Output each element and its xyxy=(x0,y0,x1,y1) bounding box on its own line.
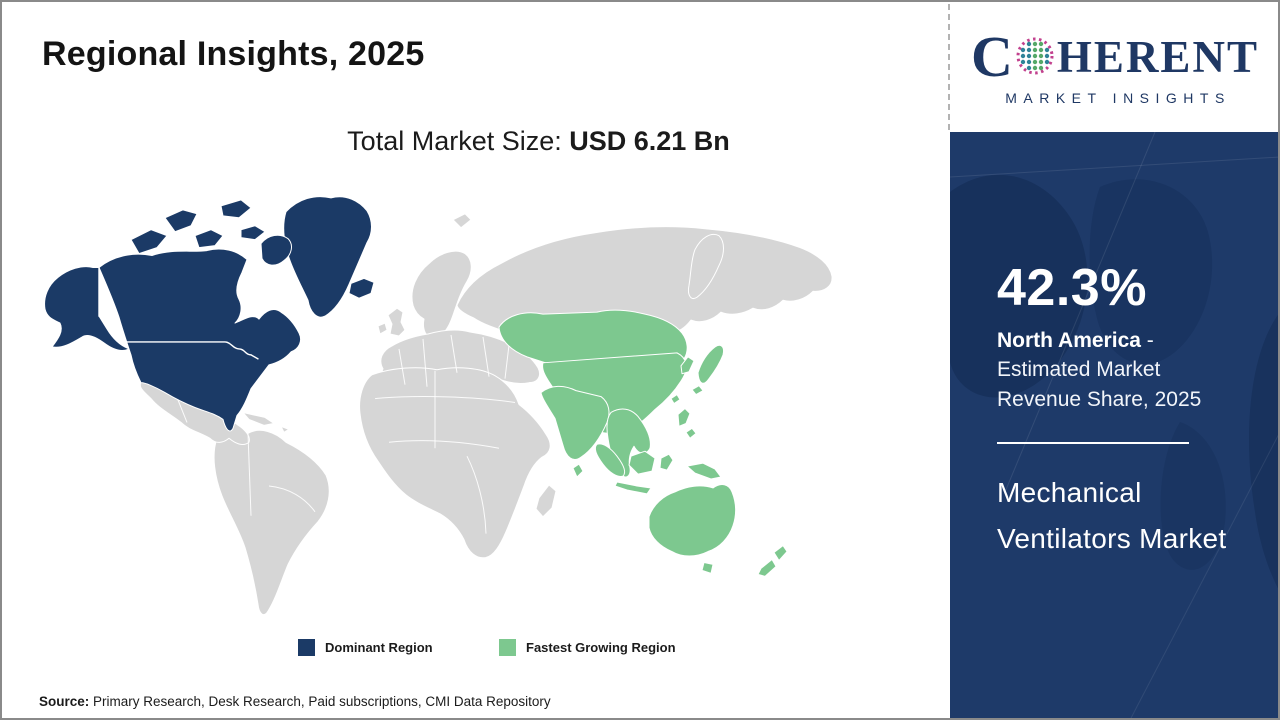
share-desc-text: - Estimated Market Revenue Share, 2025 xyxy=(997,329,1202,411)
map-new-zealand-north xyxy=(773,545,788,561)
country-borders xyxy=(174,334,516,534)
source-line: Source: Primary Research, Desk Research,… xyxy=(39,694,551,709)
map-philippines-s xyxy=(685,427,697,439)
total-market-size-value: USD 6.21 Bn xyxy=(569,126,730,156)
map-caribbean xyxy=(280,425,290,433)
highlight-panel: 42.3% North America - Estimated Market R… xyxy=(950,132,1278,718)
map-taiwan xyxy=(670,394,681,405)
map-philippines xyxy=(677,408,691,427)
page-title: Regional Insights, 2025 xyxy=(42,35,425,73)
logo-letters-herent: HERENT xyxy=(1056,31,1259,82)
map-japan-south xyxy=(691,385,704,396)
map-iceland xyxy=(348,277,375,299)
region-rest-of-world xyxy=(139,213,833,616)
map-ireland xyxy=(377,322,388,335)
fastest-region-swatch xyxy=(499,639,516,656)
source-label: Source: xyxy=(39,694,90,709)
globe-dots-icon xyxy=(1016,37,1054,75)
panel-map-texture xyxy=(950,132,1278,718)
map-sumatra xyxy=(594,443,626,477)
panel-divider-rule xyxy=(997,442,1189,445)
map-java xyxy=(614,481,652,495)
dominant-region-label: Dominant Region xyxy=(325,640,433,655)
map-arctic-island-4 xyxy=(220,199,252,219)
map-tasmania xyxy=(701,561,714,574)
map-arctic-island-3 xyxy=(194,229,224,249)
map-south-america xyxy=(213,429,330,616)
map-svalbard xyxy=(452,213,472,229)
dominant-region-swatch xyxy=(298,639,315,656)
map-arctic-island-1 xyxy=(130,229,168,255)
brand-logo: C HERENT MARKET INSIGHTS xyxy=(950,2,1278,132)
region-name: North America xyxy=(997,329,1141,352)
map-new-guinea xyxy=(686,462,722,480)
region-north-america xyxy=(44,196,375,432)
map-africa xyxy=(359,367,551,559)
map-arctic-island-2 xyxy=(164,209,198,233)
map-india xyxy=(540,385,610,460)
north-america-borders xyxy=(98,266,259,360)
us-canada-border xyxy=(124,341,259,360)
fastest-region-label: Fastest Growing Region xyxy=(526,640,676,655)
world-map xyxy=(37,188,897,630)
map-legend: Dominant Region Fastest Growing Region xyxy=(2,639,950,663)
map-australia xyxy=(648,484,736,557)
market-name: Mechanical Ventilators Market xyxy=(997,477,1227,554)
map-scandinavia xyxy=(411,250,472,340)
legend-item-dominant: Dominant Region xyxy=(298,639,433,656)
legend-item-fastest: Fastest Growing Region xyxy=(499,639,676,656)
dashed-divider xyxy=(948,4,950,130)
map-kamchatka xyxy=(688,234,724,299)
map-korea xyxy=(680,356,695,375)
world-map-svg xyxy=(44,196,833,616)
logo-wordmark: C HERENT xyxy=(971,28,1259,86)
logo-tagline: MARKET INSIGHTS xyxy=(1005,90,1231,106)
logo-letter-c: C xyxy=(971,24,1013,89)
map-baffin-island xyxy=(260,234,292,266)
map-cuba xyxy=(242,411,275,426)
total-market-size: Total Market Size: USD 6.21 Bn xyxy=(2,126,950,157)
map-greenland xyxy=(283,196,372,318)
map-japan xyxy=(697,344,724,384)
map-alaska xyxy=(44,266,130,351)
map-arctic-island-5 xyxy=(240,225,266,241)
map-uk xyxy=(387,307,406,337)
panel-content: 42.3% North America - Estimated Market R… xyxy=(997,262,1247,561)
market-share-description: North America - Estimated Market Revenue… xyxy=(997,326,1247,414)
map-canada-usa xyxy=(98,248,302,432)
map-borneo xyxy=(628,450,656,475)
source-text: Primary Research, Desk Research, Paid su… xyxy=(89,694,551,709)
map-sri-lanka xyxy=(572,463,584,478)
map-sulawesi xyxy=(659,453,674,471)
total-market-size-label: Total Market Size: xyxy=(347,126,570,156)
market-share-value: 42.3% xyxy=(997,259,1147,317)
map-madagascar xyxy=(535,484,557,518)
map-new-zealand-south xyxy=(757,558,777,577)
region-asia-pacific xyxy=(498,309,788,577)
